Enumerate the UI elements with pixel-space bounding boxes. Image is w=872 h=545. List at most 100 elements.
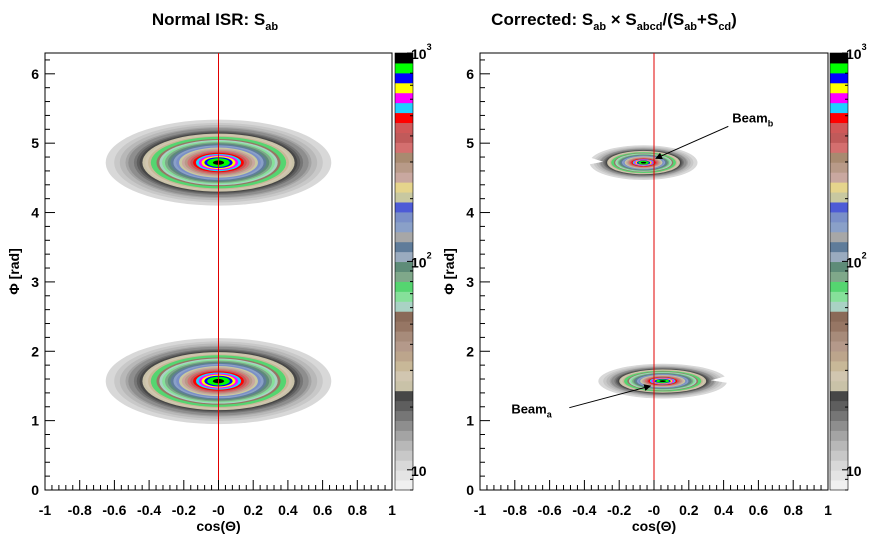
x-tick-label: -0.2 [607,502,631,518]
colorbar-swatch [395,192,413,203]
title-main: Normal ISR: S [152,10,265,29]
colorbar-swatch [395,221,413,233]
colorbar-swatch [395,271,413,282]
y-tick-label: 0 [31,482,39,498]
colorbar-swatch [395,201,413,213]
colorbar-swatch [830,192,848,203]
x-tick-label: -0 [648,502,661,518]
colorbar-swatch [830,281,848,292]
colorbar-swatch [830,211,848,223]
colorbar-swatch [395,102,413,114]
colorbar-swatch [395,251,413,263]
colorbar-tick-exponent: 2 [427,250,432,260]
colorbar-swatch [830,92,848,104]
x-tick-label: -0.4 [572,502,596,518]
annotation-label: Beama [511,402,552,420]
colorbar-tick-label: 10 [846,463,862,479]
y-axis-label: Φ [rad] [441,248,457,295]
annotation-beam-a: Beama [511,384,652,420]
colorbar-swatch [830,321,848,332]
y-tick-label: 6 [31,66,39,82]
colorbar-tick-label: 102 [846,250,867,270]
x-tick-label: -0.4 [137,502,161,518]
y-tick-label: 5 [466,135,474,151]
colorbar-swatch [830,480,848,491]
colorbar-swatch [830,53,848,64]
colorbar-swatch [830,182,848,193]
colorbar-swatch [830,132,848,143]
colorbar-swatch [830,410,848,421]
colorbar-swatch [830,221,848,233]
colorbar-swatch [395,291,413,302]
colorbar-swatch [395,350,413,362]
x-tick-label: 0.6 [749,502,769,518]
colorbar-swatch [830,331,848,342]
colorbar-tick-base: 10 [411,463,427,479]
colorbar-tick-exponent: 2 [862,250,867,260]
x-tick-label: -0.2 [172,502,196,518]
colorbar-swatch [395,331,413,342]
colorbar-swatch [395,152,413,163]
annotation-arrow [569,384,652,409]
colorbar-swatch [830,430,848,441]
colorbar-swatch [830,102,848,114]
colorbar-swatch [830,311,848,322]
colorbar-swatch [830,390,848,402]
colorbar-swatch [830,172,848,183]
annotation-main: Beam [732,110,767,125]
x-tick-label: 1 [824,502,832,518]
colorbar-swatch [830,460,848,471]
title-part: × S [606,10,637,29]
colorbar-swatch [830,112,848,124]
colorbar-swatch [395,241,413,253]
colorbar-swatch [830,162,848,173]
colorbar-swatch [395,400,413,412]
colorbar-swatch [395,261,413,272]
title-main: Corrected: S [491,10,593,29]
colorbar-swatch [395,172,413,183]
colorbar-swatch [395,460,413,471]
colorbar-swatch [830,440,848,451]
colorbar-swatch [830,72,848,84]
x-tick-label: 0.2 [243,502,263,518]
colorbar-swatch [395,92,413,104]
colorbar-swatch [395,62,413,74]
title-part-subscript: ab [684,21,697,33]
title-subscript: ab [593,21,606,33]
colorbar-swatch [830,450,848,461]
colorbar-swatch [395,72,413,84]
y-tick-label: 2 [31,343,39,359]
x-tick-label: 0.6 [313,502,333,518]
y-tick-label: 0 [466,482,474,498]
title-part: ) [731,10,737,29]
colorbar-frame [829,52,849,491]
colorbar-swatch [395,122,413,133]
colorbar-swatch [395,281,413,292]
colorbar-swatch [395,341,413,352]
title-part-subscript: cd [718,21,731,33]
contour-notch [576,153,604,167]
x-tick-label: 0.8 [348,502,368,518]
x-tick-label: -0.8 [503,502,527,518]
x-tick-label: -1 [474,502,487,518]
title-subscript: ab [265,21,278,33]
colorbar-swatch [395,132,413,143]
colorbar-swatch [395,112,413,124]
colorbar-tick-exponent: 3 [862,42,867,52]
colorbar-swatch [830,241,848,253]
colorbar-swatch [395,450,413,461]
colorbar-swatch [830,122,848,133]
x-tick-label: 1 [388,502,396,518]
colorbar-swatch [830,301,848,312]
y-axis-label: Φ [rad] [6,248,22,295]
y-tick-label: 1 [31,413,39,429]
x-tick-label: -1 [39,502,52,518]
y-tick-label: 3 [31,274,39,290]
colorbar-swatch [830,360,848,372]
y-tick-label: 6 [466,66,474,82]
colorbar-swatch [395,370,413,382]
colorbar-tick-base: 10 [846,254,862,270]
chart-title: Corrected: Sab × Sabcd/(Sab+Scd) [491,10,737,33]
